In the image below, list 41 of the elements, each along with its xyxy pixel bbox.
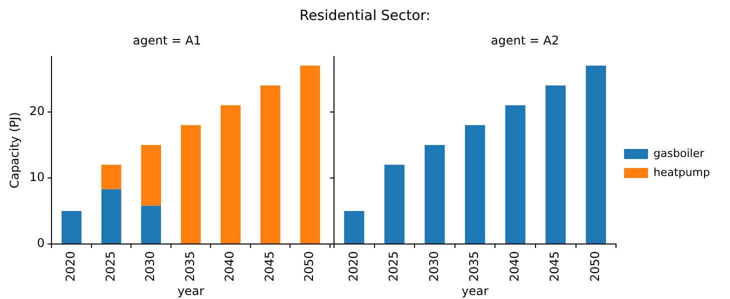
y-tick-label: 10 [29,170,45,184]
x-axis-title: year [177,284,204,298]
bar [101,189,122,244]
x-tick-label: 2030 [426,251,441,282]
y-tick-label: 20 [29,104,45,118]
bar [101,164,122,190]
x-tick-label: 2040 [222,251,237,282]
legend-label: heatpump [654,166,710,179]
bar [260,85,280,244]
bar [220,105,241,244]
y-tick-label: 0 [37,236,45,250]
x-tick-label: 2045 [262,251,276,282]
bar [62,211,82,244]
x-tick-label: 2020 [64,251,78,282]
y-axis-title: Capacity (PJ) [7,112,22,188]
bar [586,66,606,244]
bar [384,164,405,244]
x-axis-title: year [462,284,488,298]
bar [141,144,162,206]
bar [424,144,445,244]
x-tick-label: 2035 [182,251,197,282]
bar [464,125,486,244]
text: Residential Sector: [298,8,432,24]
x-tick-label: 2020 [346,251,360,282]
x-tick-label: 2025 [103,251,118,282]
x-tick-label: 2045 [548,251,562,282]
chart-subtitle: agent = A2 [490,33,560,48]
bar [180,125,201,244]
bar [344,211,364,244]
x-tick-label: 2025 [386,251,401,282]
bar [300,66,320,244]
x-tick-label: 2040 [507,251,522,282]
x-tick-label: 2050 [302,251,316,282]
x-tick-label: 2035 [467,251,482,282]
bar [141,206,162,244]
x-tick-label: 2050 [588,251,602,282]
legend-label: gasboiler [654,146,705,160]
chart-subtitle: agent = A1 [132,33,202,48]
x-tick-label: 2030 [143,251,158,282]
bar [505,105,526,244]
bar [546,85,566,244]
